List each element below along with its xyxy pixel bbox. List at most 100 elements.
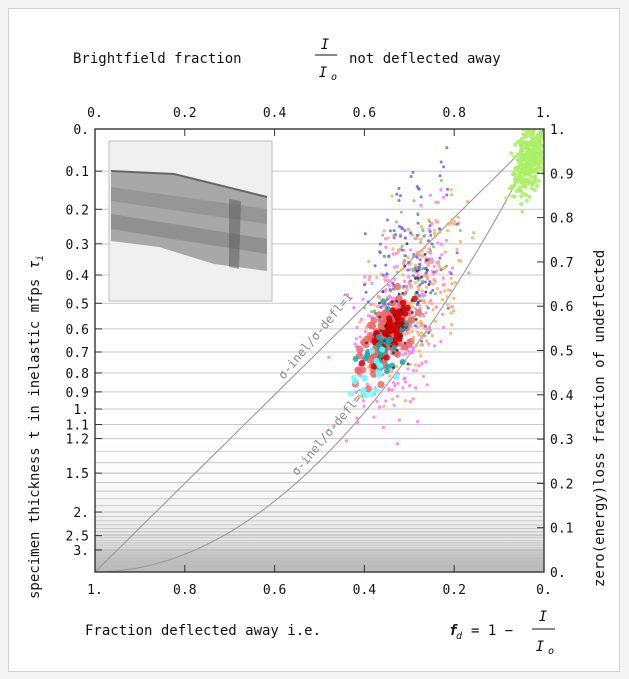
- bottom-fraction-den-sub: o: [548, 646, 554, 657]
- data-point: [517, 170, 522, 175]
- data-point: [532, 158, 537, 163]
- data-point: [406, 367, 410, 371]
- data-point: [538, 144, 543, 149]
- data-point: [399, 334, 403, 338]
- data-point: [403, 254, 407, 258]
- data-point: [546, 130, 550, 134]
- data-point: [384, 399, 388, 403]
- data-point: [427, 331, 431, 335]
- data-point: [410, 329, 414, 334]
- data-point: [438, 174, 442, 178]
- data-point: [408, 362, 412, 367]
- data-point: [417, 364, 421, 368]
- data-point: [414, 277, 417, 280]
- data-point: [528, 122, 532, 126]
- data-point: [529, 141, 534, 146]
- data-point: [452, 296, 456, 301]
- data-point: [446, 187, 449, 191]
- data-point: [416, 278, 420, 282]
- data-point: [388, 288, 392, 292]
- data-point: [425, 383, 429, 387]
- data-point: [512, 194, 517, 199]
- data-point: [438, 230, 442, 234]
- data-point: [451, 266, 455, 270]
- data-point: [540, 124, 544, 128]
- data-point: [472, 231, 476, 235]
- data-point: [522, 140, 527, 145]
- data-point: [519, 146, 524, 151]
- data-point: [414, 386, 418, 390]
- data-point: [358, 335, 362, 339]
- data-point: [381, 373, 385, 377]
- data-point: [445, 295, 449, 299]
- top-tick-label: 0.8: [442, 106, 465, 121]
- data-point: [449, 331, 453, 335]
- data-point: [428, 328, 432, 332]
- data-point: [406, 227, 411, 231]
- data-point: [373, 387, 379, 394]
- data-point: [424, 285, 429, 289]
- data-point: [515, 152, 520, 157]
- data-point: [440, 312, 444, 316]
- data-point: [366, 314, 370, 318]
- data-point: [402, 321, 409, 327]
- data-point: [395, 192, 399, 196]
- data-point: [427, 300, 431, 304]
- data-point: [395, 299, 399, 303]
- data-point: [430, 334, 434, 338]
- data-point: [540, 135, 544, 140]
- top-tick-label: 0.6: [353, 106, 376, 121]
- data-point: [405, 242, 409, 246]
- data-point: [393, 350, 402, 358]
- right-tick-label: 0.7: [550, 256, 573, 271]
- data-point: [390, 397, 395, 401]
- data-point: [436, 262, 440, 266]
- data-point: [383, 255, 387, 259]
- data-point: [446, 229, 450, 233]
- data-point: [388, 374, 392, 378]
- data-point: [425, 276, 429, 280]
- data-point: [428, 280, 432, 284]
- data-point: [384, 245, 388, 249]
- data-point: [523, 154, 528, 158]
- data-point: [521, 184, 526, 189]
- data-point: [451, 309, 456, 313]
- data-point: [513, 142, 518, 147]
- data-point: [433, 234, 437, 238]
- data-point: [360, 386, 367, 393]
- data-point: [395, 270, 399, 274]
- data-point: [439, 242, 443, 246]
- data-point: [537, 135, 542, 140]
- data-point: [424, 324, 428, 328]
- data-point: [442, 282, 446, 286]
- data-point: [363, 232, 367, 236]
- data-point: [450, 323, 454, 327]
- data-point: [399, 299, 407, 306]
- data-point: [384, 237, 388, 241]
- data-point: [536, 178, 541, 183]
- data-point: [452, 222, 456, 226]
- data-point: [433, 279, 437, 284]
- data-point: [453, 281, 457, 285]
- data-point: [401, 322, 405, 325]
- data-point: [442, 325, 446, 329]
- data-point: [430, 302, 434, 306]
- data-point: [416, 276, 420, 280]
- data-point: [421, 279, 425, 283]
- data-point: [529, 168, 534, 173]
- data-point: [409, 279, 413, 283]
- data-point: [425, 258, 428, 262]
- data-point: [550, 144, 554, 148]
- top-tick-label: 0.2: [173, 106, 196, 121]
- data-point: [423, 246, 427, 250]
- right-tick-label: 0.: [550, 566, 566, 581]
- data-point: [525, 144, 530, 149]
- data-point: [378, 242, 382, 246]
- data-point: [393, 277, 397, 281]
- data-point: [530, 148, 535, 153]
- data-point: [375, 304, 379, 308]
- data-point: [390, 369, 394, 373]
- data-point: [361, 297, 365, 301]
- data-point: [431, 273, 435, 277]
- data-point: [382, 404, 386, 408]
